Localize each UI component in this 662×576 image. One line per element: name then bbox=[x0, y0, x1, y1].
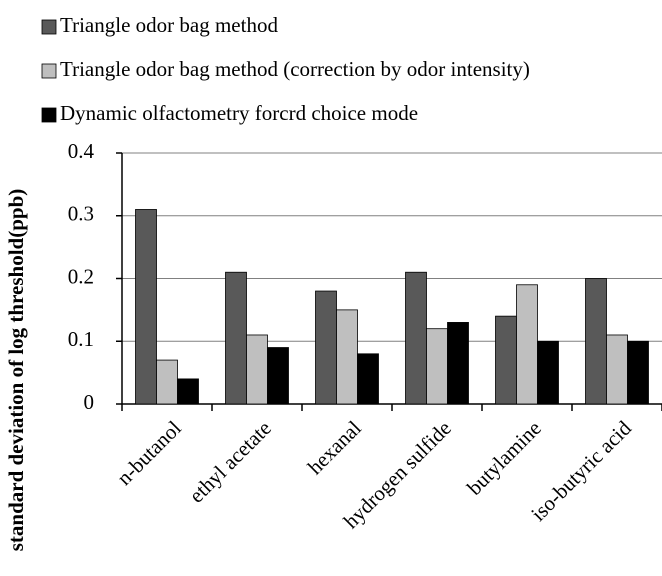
x-tick-label: ethyl acetate bbox=[184, 416, 276, 508]
bar bbox=[447, 322, 469, 405]
bar bbox=[135, 209, 157, 405]
y-axis-label: standard deviation of log threshold(ppb) bbox=[4, 189, 28, 552]
y-tick-label: 0.3 bbox=[68, 202, 94, 226]
bar bbox=[336, 309, 358, 405]
y-tick-label: 0.2 bbox=[68, 264, 94, 288]
bar bbox=[585, 278, 607, 405]
bar bbox=[246, 334, 268, 405]
bar bbox=[627, 340, 649, 405]
legend-swatch bbox=[41, 107, 57, 123]
legend-label: Triangle odor bag method (correction by … bbox=[60, 57, 530, 81]
bar bbox=[225, 271, 247, 405]
y-tick-label: 0.4 bbox=[68, 139, 95, 163]
bar bbox=[267, 347, 289, 405]
legend-swatch bbox=[41, 19, 57, 35]
bar bbox=[357, 353, 379, 405]
bar bbox=[156, 359, 178, 405]
y-tick-label: 0 bbox=[84, 390, 95, 414]
bar bbox=[426, 328, 448, 405]
bar bbox=[405, 271, 427, 405]
bar bbox=[537, 340, 559, 405]
legend-label: Dynamic olfactometry forcrd choice mode bbox=[60, 101, 418, 125]
bar bbox=[606, 334, 628, 405]
bar bbox=[315, 290, 337, 405]
bar bbox=[177, 378, 199, 405]
x-tick-label: hexanal bbox=[303, 416, 366, 479]
x-tick-label: butylamine bbox=[462, 416, 546, 500]
bar bbox=[495, 315, 517, 405]
legend-label: Triangle odor bag method bbox=[60, 13, 278, 37]
x-tick-label: n-butanol bbox=[112, 416, 186, 490]
y-tick-label: 0.1 bbox=[68, 327, 94, 351]
bar bbox=[516, 284, 538, 405]
legend-swatch bbox=[41, 63, 57, 79]
